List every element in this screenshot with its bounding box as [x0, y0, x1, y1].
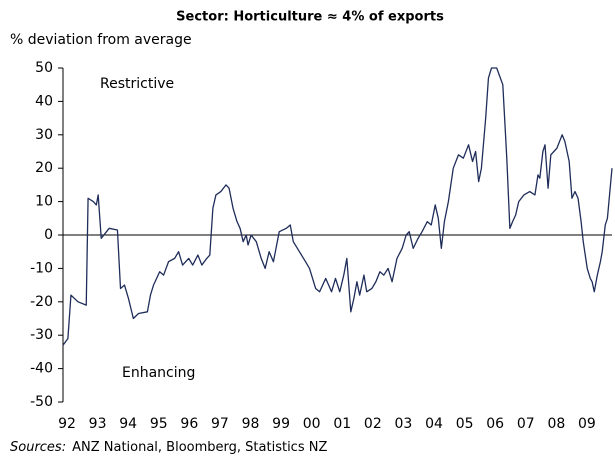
x-tick-label: 92: [58, 416, 76, 432]
x-tick-label: 94: [119, 416, 137, 432]
y-tick-label: 10: [35, 194, 53, 210]
x-tick-label: 09: [578, 416, 596, 432]
source: Sources: ANZ National, Bloomberg, Statist…: [10, 440, 327, 455]
data-line: [62, 67, 613, 346]
y-tick-label: -30: [30, 327, 53, 343]
x-tick-label: 99: [272, 416, 290, 432]
x-tick-label: 98: [242, 416, 260, 432]
x-tick-label: 06: [486, 416, 504, 432]
y-tick-label: 20: [35, 160, 53, 176]
annotation: Enhancing: [122, 365, 195, 381]
x-tick-label: 03: [395, 416, 413, 432]
x-tick-label: 04: [425, 416, 443, 432]
y-tick-label: -50: [30, 394, 53, 410]
y-tick-label: -20: [30, 294, 53, 310]
x-tick-label: 95: [150, 416, 168, 432]
chart-title: Sector: Horticulture ≈ 4% of exports: [176, 10, 444, 25]
x-tick-label: 01: [333, 416, 351, 432]
x-tick-label: 02: [364, 416, 382, 432]
y-tick-label: 40: [35, 93, 53, 109]
source-label: Sources:: [10, 440, 66, 455]
y-tick-label: 50: [35, 60, 53, 76]
x-tick-label: 08: [547, 416, 565, 432]
x-tick-label: 96: [180, 416, 198, 432]
x-tick-label: 97: [211, 416, 229, 432]
y-tick-label: 30: [35, 127, 53, 143]
x-tick-label: 07: [517, 416, 535, 432]
y-tick-label: 0: [44, 227, 53, 243]
y-axis-label: % deviation from average: [10, 32, 192, 48]
x-tick-label: 05: [456, 416, 474, 432]
x-tick-label: 00: [303, 416, 321, 432]
x-tick-label: 93: [89, 416, 107, 432]
y-tick-label: -10: [30, 260, 53, 276]
annotation: Restrictive: [100, 76, 174, 92]
source-text: ANZ National, Bloomberg, Statistics NZ: [72, 440, 327, 455]
y-tick-label: -40: [30, 361, 53, 377]
